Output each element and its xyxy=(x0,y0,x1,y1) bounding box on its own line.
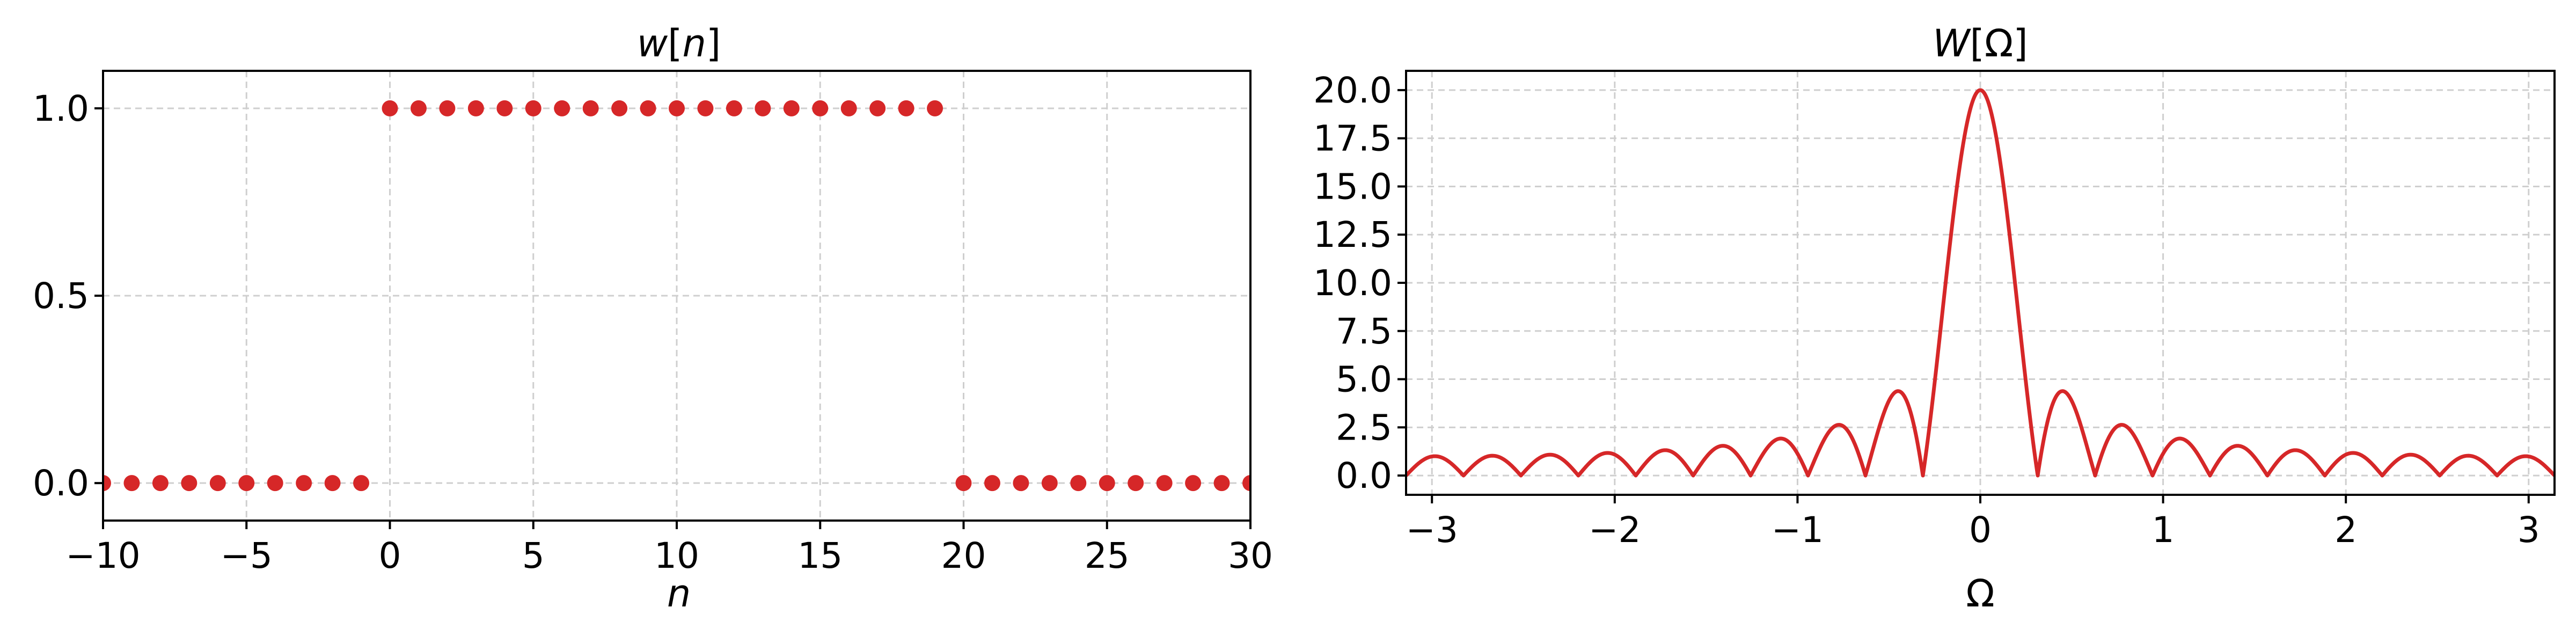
x-ticks-frequency: −3 −2 −1 0 1 2 3 xyxy=(1406,495,2540,551)
title-fn: W xyxy=(1933,21,1971,65)
data-point xyxy=(1070,475,1087,492)
data-point xyxy=(840,100,857,116)
x-tick-label: 15 xyxy=(797,535,843,576)
y-tick-label: 0.0 xyxy=(33,463,89,504)
data-point xyxy=(267,475,283,492)
data-point xyxy=(1156,475,1173,492)
data-point xyxy=(525,100,541,116)
data-point xyxy=(1242,475,1250,492)
data-point xyxy=(1213,475,1230,492)
data-point xyxy=(296,475,312,492)
y-tick-label: 17.5 xyxy=(1313,118,1392,159)
x-axis-label-time: n xyxy=(667,572,691,616)
x-tick-label: 0 xyxy=(1969,509,1992,551)
chart-title-time: w[n] xyxy=(637,21,721,65)
y-tick-label: 2.5 xyxy=(1336,407,1392,448)
title-open: [ xyxy=(1970,21,1985,65)
title-var: n xyxy=(682,21,706,65)
data-point xyxy=(640,100,656,116)
data-point xyxy=(410,100,427,116)
x-tick-label: 1 xyxy=(2152,509,2175,551)
data-point xyxy=(1041,475,1058,492)
data-point xyxy=(324,475,341,492)
grid-time xyxy=(102,71,1252,521)
data-point xyxy=(353,475,370,492)
data-point xyxy=(955,475,972,492)
panel-time-domain: w[n] −10 −5 0 5 10 15 20 25 30 0.00.51.0 n xyxy=(33,21,1273,616)
x-tick-label: 10 xyxy=(654,535,699,576)
data-point xyxy=(697,100,714,116)
y-tick-label: 12.5 xyxy=(1313,214,1392,255)
data-point xyxy=(152,475,169,492)
title-close: ] xyxy=(706,21,721,65)
y-tick-label: 5.0 xyxy=(1336,359,1392,400)
y-ticks-frequency: 0.0 2.5 5.0 7.5 10.0 12.5 15.0 17.5 20.0 xyxy=(1313,70,1406,496)
data-point xyxy=(869,100,886,116)
data-point xyxy=(1128,475,1144,492)
x-tick-label: 3 xyxy=(2518,509,2540,551)
data-point xyxy=(927,100,943,116)
x-tick-label: 25 xyxy=(1085,535,1130,576)
x-tick-label: 2 xyxy=(2334,509,2357,551)
data-point xyxy=(669,100,685,116)
x-tick-label: 20 xyxy=(941,535,986,576)
data-point xyxy=(812,100,829,116)
x-tick-label: 5 xyxy=(522,535,545,576)
data-point xyxy=(582,100,599,116)
y-tick-label: 7.5 xyxy=(1336,311,1392,352)
data-point xyxy=(755,100,771,116)
y-tick-label: 10.0 xyxy=(1313,262,1392,304)
plot-area xyxy=(1406,88,2555,478)
x-tick-label: 30 xyxy=(1228,535,1273,576)
title-fn: w xyxy=(637,21,668,65)
y-ticks-time: 0.0 0.5 1.0 xyxy=(33,88,103,504)
x-ticks-time: −10 −5 0 5 10 15 20 25 30 xyxy=(65,521,1273,576)
y-tick-label: 15.0 xyxy=(1313,166,1392,207)
y-tick-label: 0.0 xyxy=(1336,455,1392,496)
x-axis-label-frequency: Ω xyxy=(1966,572,1995,616)
x-tick-label: −5 xyxy=(221,535,273,576)
data-point xyxy=(382,100,398,116)
y-tick-label: 0.5 xyxy=(33,275,89,317)
data-point xyxy=(984,475,1000,492)
x-tick-label: −3 xyxy=(1406,509,1458,551)
x-tick-label: −1 xyxy=(1772,509,1824,551)
data-point xyxy=(181,475,197,492)
title-open: [ xyxy=(668,21,682,65)
series-time-points xyxy=(103,100,1250,492)
data-point xyxy=(783,100,800,116)
data-point xyxy=(554,100,570,116)
data-point xyxy=(238,475,255,492)
x-tick-label: 0 xyxy=(379,535,401,576)
title-close: ] xyxy=(2013,21,2028,65)
data-point xyxy=(726,100,742,116)
data-point xyxy=(467,100,484,116)
title-var: Ω xyxy=(1985,21,2014,65)
grid-frequency xyxy=(1406,71,2555,495)
data-point xyxy=(1013,475,1029,492)
data-point xyxy=(209,475,226,492)
data-point xyxy=(123,475,140,492)
x-tick-label: −10 xyxy=(65,535,140,576)
data-point xyxy=(611,100,628,116)
panel-frequency-domain: W[Ω] −3 −2 −1 0 1 2 3 0.02.55.07.510.012.515.0… xyxy=(1313,21,2556,616)
series-line xyxy=(1406,88,2555,478)
data-point xyxy=(496,100,513,116)
series-frequency-line xyxy=(1406,88,2555,478)
data-point xyxy=(898,100,914,116)
data-point xyxy=(1099,475,1115,492)
y-tick-label: 20.0 xyxy=(1313,70,1392,111)
data-point xyxy=(1185,475,1202,492)
x-tick-label: −2 xyxy=(1589,509,1641,551)
y-tick-label: 1.0 xyxy=(33,88,89,129)
plot-area xyxy=(103,100,1250,492)
data-point xyxy=(103,475,111,492)
chart-title-frequency: W[Ω] xyxy=(1933,21,2028,65)
data-point xyxy=(439,100,456,116)
